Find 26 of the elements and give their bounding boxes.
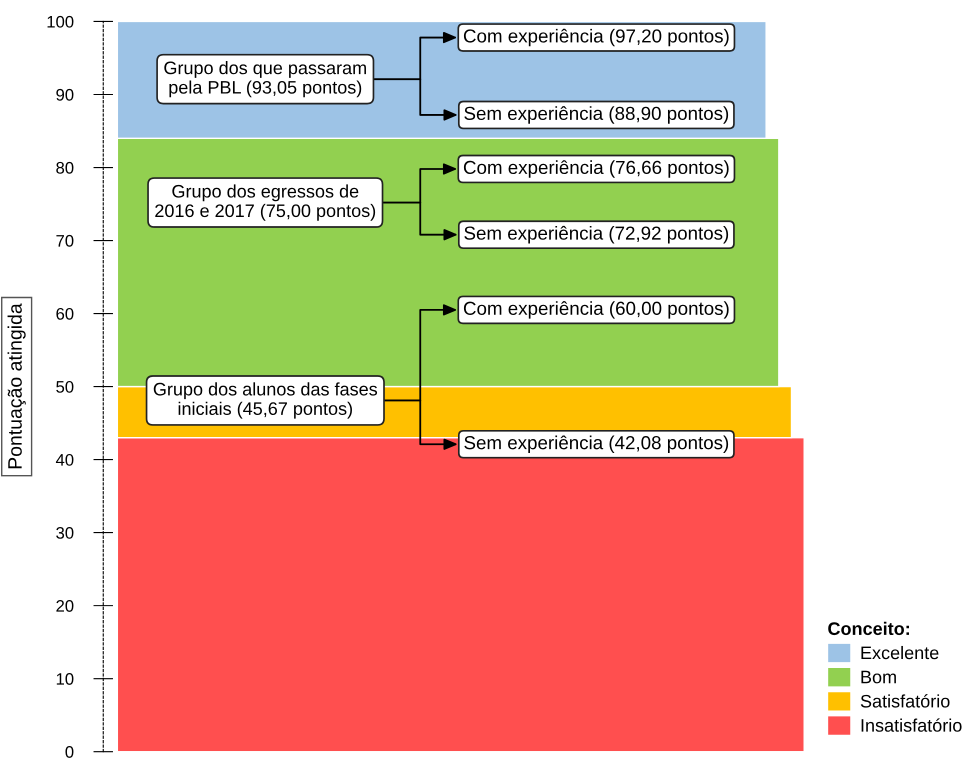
annotation: Grupo dos que passaram pela PBL (93,05 pontos) xyxy=(164,61,366,98)
y-tick-label: 30 xyxy=(56,527,74,539)
annotation: Com experiência (76,66 pontos) xyxy=(464,160,729,178)
y-tick-label: 60 xyxy=(56,308,74,320)
y-tick-label: 90 xyxy=(56,88,74,101)
annotation: Com experiência (60,00 pontos) xyxy=(464,301,729,319)
legend-label: Satisfatório xyxy=(860,694,950,708)
legend-title: Conceito: xyxy=(828,622,909,636)
annotation: Sem experiência (72,92 pontos) xyxy=(464,226,728,244)
legend-label: Bom xyxy=(861,670,896,684)
y-tick-label: 100 xyxy=(48,16,74,28)
annotation: Sem experiência (42,08 pontos) xyxy=(464,435,728,454)
legend-label: Insatisfatório xyxy=(862,718,962,732)
y-axis-title: Pontuação atingida xyxy=(8,303,26,468)
y-tick-label: 20 xyxy=(56,600,74,612)
y-tick-label: 50 xyxy=(56,380,74,393)
annotation: Grupo dos egressos de 2016 e 2017 (75,00 pontos) xyxy=(155,184,376,221)
y-tick-label: 70 xyxy=(56,234,74,247)
y-tick-label: 0 xyxy=(65,746,74,758)
y-tick-label: 80 xyxy=(56,162,74,174)
y-tick-label: 10 xyxy=(56,673,74,685)
legend-label: Excelente xyxy=(861,646,938,660)
annotation: Sem experiência (88,90 pontos) xyxy=(464,106,728,124)
annotation: Grupo dos alunos das fases iniciais (45,67 pontos) xyxy=(154,382,378,419)
annotation: Com experiência (97,20 pontos) xyxy=(464,28,729,46)
y-tick-label: 40 xyxy=(56,454,74,466)
